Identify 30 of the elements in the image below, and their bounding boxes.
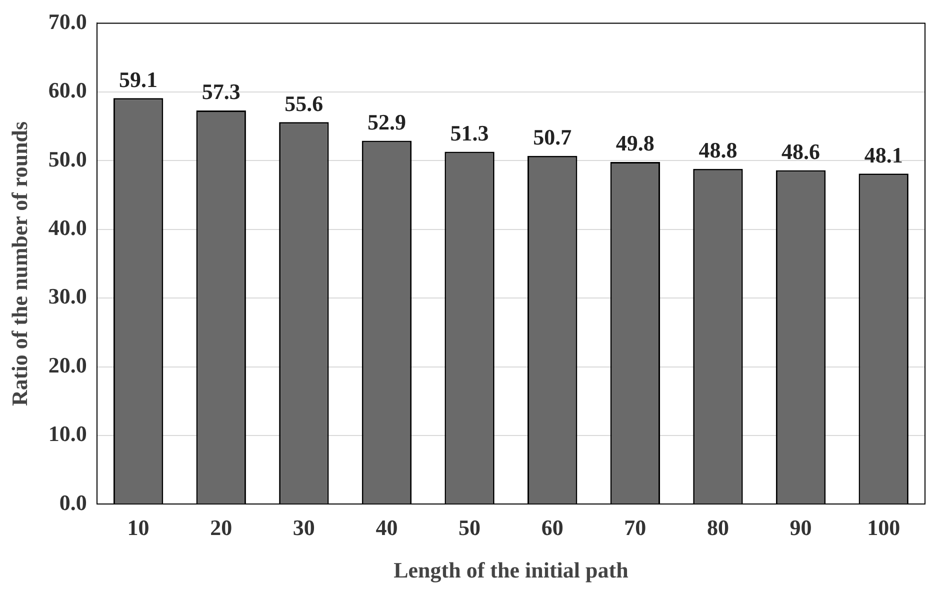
y-tick-label: 40.0: [48, 215, 87, 240]
y-tick-label: 20.0: [48, 352, 87, 378]
data-label: 48.6: [782, 138, 820, 164]
y-tick-label: 60.0: [48, 78, 87, 103]
data-label: 57.3: [202, 79, 240, 104]
data-label: 48.8: [698, 138, 738, 163]
x-tick-label: 60: [541, 515, 564, 540]
y-tick-label: 70.0: [48, 8, 87, 34]
x-axis-title: Length of the initial path: [394, 557, 628, 582]
data-label: 52.9: [367, 109, 406, 134]
data-label: 50.7: [533, 124, 572, 150]
y-tick-label: 0.0: [59, 490, 87, 515]
data-label: 48.1: [864, 142, 903, 168]
x-tick-label: 20: [210, 515, 232, 540]
y-tick-label: 30.0: [48, 284, 87, 309]
data-label: 59.1: [119, 66, 158, 92]
x-tick-label: 10: [127, 515, 150, 540]
data-label: 49.8: [616, 130, 654, 156]
x-tick-label: 30: [292, 515, 315, 540]
y-tick-label: 50.0: [48, 146, 87, 172]
data-label: 55.6: [284, 90, 324, 116]
x-tick-label: 40: [376, 515, 398, 540]
x-tick-label: 80: [706, 515, 729, 540]
x-tick-label: 100: [867, 515, 900, 540]
data-label: 51.3: [450, 120, 489, 146]
y-axis-title: Ratio of the number of rounds: [6, 120, 32, 406]
y-tick-label: 10.0: [48, 421, 87, 446]
x-tick-label: 70: [624, 515, 646, 540]
x-tick-label: 50: [458, 515, 481, 540]
x-tick-label: 90: [790, 515, 812, 540]
